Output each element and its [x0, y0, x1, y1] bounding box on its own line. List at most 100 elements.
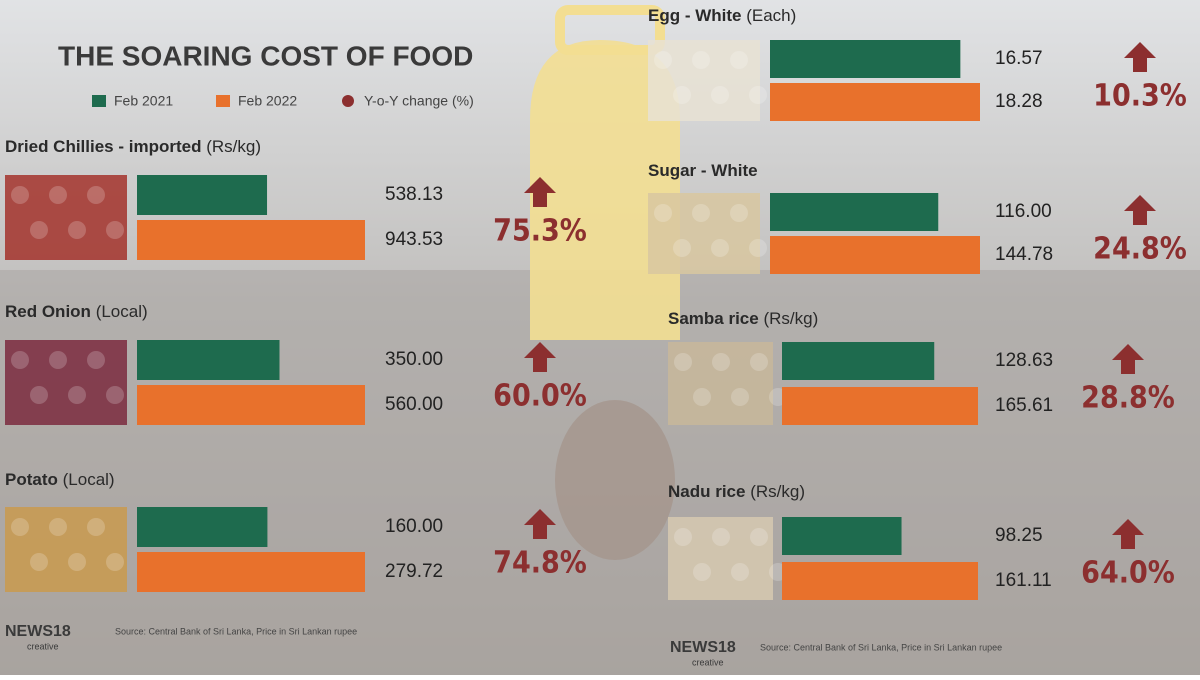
food-texture	[711, 86, 729, 104]
food-texture	[673, 239, 691, 257]
legend-swatch	[216, 95, 230, 107]
food-texture	[673, 86, 691, 104]
change-label: 75.3%	[493, 214, 587, 249]
change-arrow	[524, 509, 556, 539]
cylinder-handle	[555, 5, 665, 55]
food-texture	[11, 186, 29, 204]
value-label: 943.53	[385, 229, 443, 250]
chart-unit: (Rs/kg)	[206, 137, 261, 156]
bar	[137, 507, 268, 547]
chart-title-text: Sugar - White	[648, 161, 758, 180]
legend-swatch	[92, 95, 106, 107]
chart-title: Egg - White (Each)	[648, 6, 796, 25]
food-texture	[87, 186, 105, 204]
logo: NEWS18	[670, 639, 736, 656]
bar	[137, 340, 280, 380]
food-image	[5, 340, 127, 425]
food-texture	[68, 386, 86, 404]
food-image	[5, 175, 127, 260]
value-label: 160.00	[385, 516, 443, 537]
bar	[782, 387, 978, 425]
food-texture	[712, 528, 730, 546]
food-texture	[693, 563, 711, 581]
food-image	[648, 193, 760, 274]
change-arrow	[1124, 195, 1156, 225]
value-label: 279.72	[385, 561, 443, 582]
food-texture	[712, 353, 730, 371]
value-label: 16.57	[995, 48, 1043, 69]
change-arrow	[524, 177, 556, 207]
food-texture	[692, 204, 710, 222]
chart-title: Samba rice (Rs/kg)	[668, 309, 818, 328]
bar	[770, 236, 980, 274]
chart-title-text: Nadu rice	[668, 482, 745, 501]
value-label: 350.00	[385, 349, 443, 370]
change-label: 24.8%	[1093, 232, 1187, 267]
legend-label: Y-o-Y change (%)	[364, 93, 474, 109]
food-texture	[749, 86, 767, 104]
food-texture	[30, 386, 48, 404]
food-texture	[49, 186, 67, 204]
food-texture	[11, 518, 29, 536]
food-texture	[68, 553, 86, 571]
man	[555, 400, 675, 560]
food-texture	[674, 353, 692, 371]
change-label: 10.3%	[1093, 79, 1187, 114]
value-label: 560.00	[385, 394, 443, 415]
chart-title: Potato (Local)	[5, 470, 115, 489]
logo-sub: creative	[692, 657, 724, 667]
chart-title-text: Red Onion	[5, 302, 91, 321]
value-label: 144.78	[995, 244, 1053, 265]
bar	[137, 385, 365, 425]
food-texture	[749, 239, 767, 257]
food-texture	[106, 221, 124, 239]
food-texture	[49, 351, 67, 369]
change-label: 74.8%	[493, 546, 587, 581]
value-label: 128.63	[995, 350, 1053, 371]
bar	[782, 342, 935, 380]
food-texture	[731, 388, 749, 406]
food-texture	[30, 221, 48, 239]
source: Source: Central Bank of Sri Lanka, Price…	[760, 642, 1002, 652]
food-texture	[654, 204, 672, 222]
chart-unit: (Rs/kg)	[763, 309, 818, 328]
value-label: 116.00	[995, 201, 1052, 222]
food-texture	[730, 204, 748, 222]
bar	[137, 552, 365, 592]
food-texture	[693, 388, 711, 406]
food-texture	[87, 351, 105, 369]
change-arrow	[524, 342, 556, 372]
legend-label: Feb 2021	[114, 93, 173, 109]
food-image	[5, 507, 127, 592]
food-texture	[711, 239, 729, 257]
chart-title-text: Samba rice	[668, 309, 759, 328]
food-texture	[750, 353, 768, 371]
value-label: 98.25	[995, 525, 1043, 546]
food-texture	[106, 386, 124, 404]
change-label: 28.8%	[1081, 381, 1175, 416]
food-texture	[68, 221, 86, 239]
legend-label: Feb 2022	[238, 93, 297, 109]
food-texture	[730, 51, 748, 69]
change-label: 60.0%	[493, 379, 587, 414]
food-texture	[692, 51, 710, 69]
food-texture	[750, 528, 768, 546]
chart-title-text: Potato	[5, 470, 58, 489]
food-texture	[106, 553, 124, 571]
value-label: 161.11	[995, 570, 1052, 591]
food-image	[668, 517, 773, 600]
food-texture	[87, 518, 105, 536]
change-arrow	[1124, 42, 1156, 72]
bar	[770, 83, 980, 121]
chart-unit: (Each)	[746, 6, 796, 25]
chart-title: Nadu rice (Rs/kg)	[668, 482, 805, 501]
gas-cylinder	[530, 40, 680, 340]
logo: NEWS18	[5, 623, 71, 640]
value-label: 18.28	[995, 91, 1043, 112]
food-image	[668, 342, 773, 425]
food-image	[648, 40, 760, 121]
chart-unit: (Local)	[96, 302, 148, 321]
change-label: 64.0%	[1081, 556, 1175, 591]
